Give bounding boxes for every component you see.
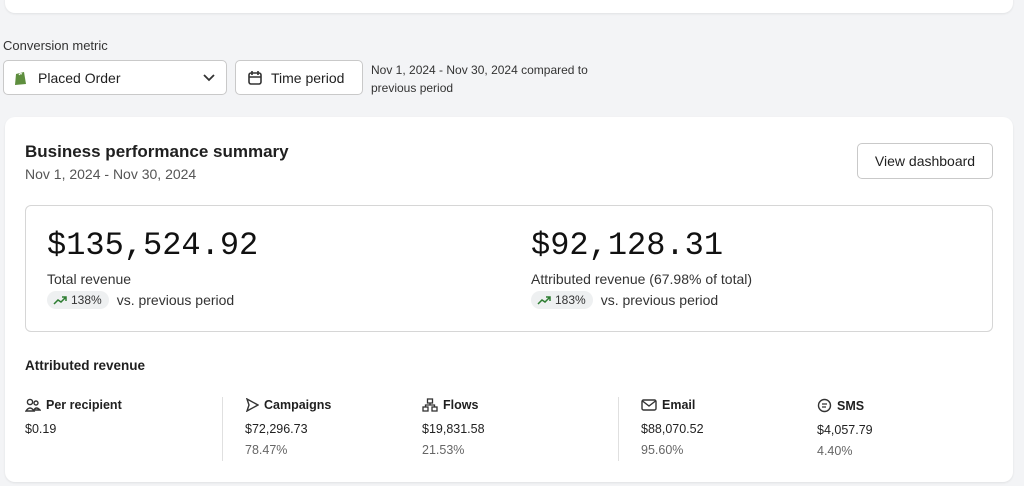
time-period-button[interactable]: Time period	[235, 60, 363, 95]
change-text: vs. previous period	[600, 292, 719, 308]
trend-icon	[53, 296, 67, 305]
stat-share: 95.60%	[641, 443, 684, 457]
calendar-icon	[248, 70, 262, 85]
trend-icon	[537, 296, 551, 305]
send-icon	[245, 398, 259, 412]
stat-value: $19,831.58	[422, 422, 485, 436]
divider	[222, 397, 223, 461]
attributed-title: Attributed revenue	[25, 358, 146, 373]
shopify-icon	[15, 71, 26, 85]
stat-label: Per recipient	[46, 398, 122, 412]
stat: SMS $4,057.79 4.40%	[817, 398, 873, 459]
stat-share: 21.53%	[422, 443, 465, 457]
stat-header: SMS	[817, 398, 873, 413]
metric-change: 183% vs. previous period	[531, 291, 718, 309]
flows-icon	[422, 398, 438, 412]
metric-dropdown[interactable]: Placed Order	[3, 60, 227, 95]
sms-icon	[817, 398, 832, 413]
summary-card: Business performance summary Nov 1, 2024…	[5, 117, 1013, 482]
metric-label: Total revenue	[47, 271, 132, 287]
stat: Flows $19,831.58 21.53%	[422, 398, 485, 457]
people-icon	[25, 398, 41, 412]
period-text: Nov 1, 2024 - Nov 30, 2024 compared to p…	[371, 63, 588, 95]
stat-label: Email	[662, 398, 696, 412]
email-icon	[641, 399, 657, 411]
stat-label: Flows	[443, 398, 479, 412]
stat-header: Flows	[422, 398, 485, 412]
stat: Per recipient $0.19	[25, 398, 122, 436]
change-text: vs. previous period	[116, 292, 235, 308]
metric-value: $135,524.92	[47, 227, 259, 264]
top-card	[5, 0, 1013, 13]
stat: Email $88,070.52 95.60%	[641, 398, 704, 457]
stat-header: Campaigns	[245, 398, 331, 412]
filter-label: Conversion metric	[3, 38, 108, 53]
stat-value: $0.19	[25, 422, 57, 436]
summary-date: Nov 1, 2024 - Nov 30, 2024	[25, 166, 197, 182]
change-badge: 138%	[47, 291, 109, 309]
stat-label: SMS	[837, 398, 865, 413]
stat-header: Email	[641, 398, 704, 412]
change-value: 138%	[71, 293, 102, 307]
view-dashboard-button[interactable]: View dashboard	[857, 143, 993, 179]
summary-title: Business performance summary	[25, 142, 289, 161]
metrics-box: $135,524.92 Total revenue 138% vs. previ…	[25, 205, 993, 332]
stat-value: $88,070.52	[641, 422, 704, 436]
stat-share: 4.40%	[817, 444, 853, 458]
metric-value: $92,128.31	[531, 227, 724, 264]
change-badge: 183%	[531, 291, 593, 309]
time-period-label: Time period	[271, 69, 345, 86]
stat-value: $4,057.79	[817, 423, 873, 437]
stat-header: Per recipient	[25, 398, 122, 412]
chevron	[203, 73, 215, 81]
stat: Campaigns $72,296.73 78.47%	[245, 398, 331, 457]
change-value: 183%	[555, 293, 586, 307]
stat-value: $72,296.73	[245, 422, 308, 436]
stat-label: Campaigns	[264, 398, 332, 412]
metric-value: Placed Order	[38, 69, 121, 86]
divider	[618, 397, 619, 461]
stat-share: 78.47%	[245, 443, 288, 457]
metric-change: 138% vs. previous period	[47, 291, 234, 309]
metric-label: Attributed revenue (67.98% of total)	[531, 271, 753, 287]
